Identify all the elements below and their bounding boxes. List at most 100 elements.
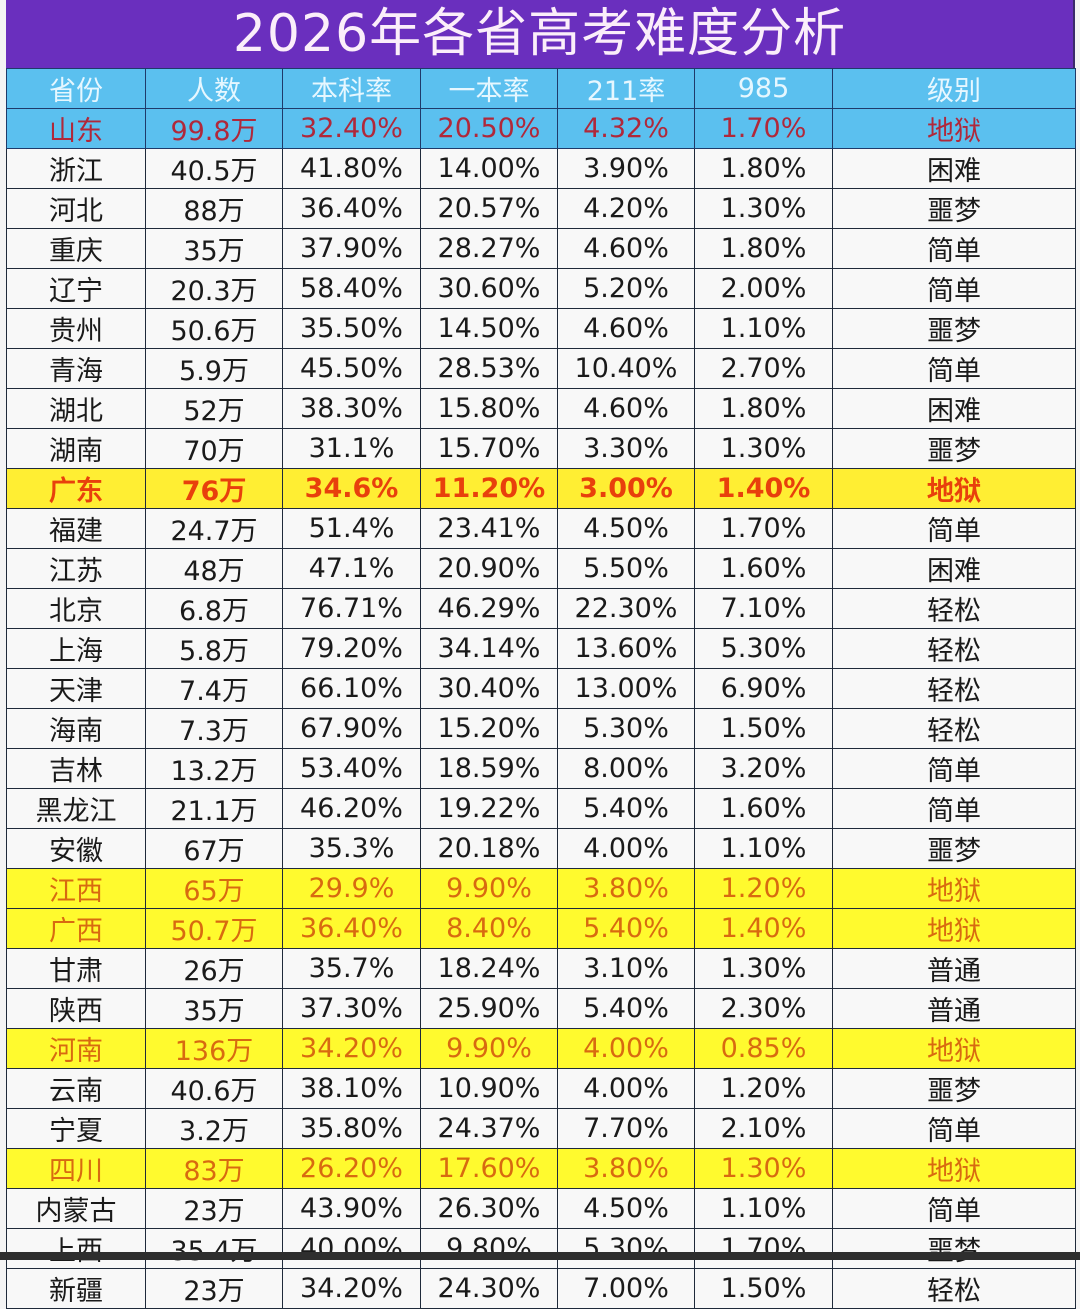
cell-undergrad-rate[interactable]: 29.9% xyxy=(282,868,421,909)
cell-985-rate[interactable]: 1.30% xyxy=(694,1148,833,1189)
cell-985-rate[interactable]: 1.60% xyxy=(694,788,833,829)
cell-211-rate[interactable]: 5.20% xyxy=(557,268,695,309)
cell-level[interactable]: 地狱 xyxy=(832,1028,1076,1069)
cell-tier1-rate[interactable]: 26.30% xyxy=(420,1188,558,1229)
cell-province[interactable]: 贵州 xyxy=(6,308,146,349)
cell-211-rate[interactable]: 8.00% xyxy=(557,748,695,789)
cell-province[interactable]: 内蒙古 xyxy=(6,1188,146,1229)
cell-985-rate[interactable]: 1.80% xyxy=(694,388,833,429)
cell-985-rate[interactable]: 1.30% xyxy=(694,948,833,989)
cell-undergrad-rate[interactable]: 34.6% xyxy=(282,468,421,509)
cell-985-rate[interactable]: 1.10% xyxy=(694,308,833,349)
cell-count[interactable]: 136万 xyxy=(145,1028,283,1069)
cell-level[interactable]: 困难 xyxy=(832,388,1076,429)
cell-province[interactable]: 湖北 xyxy=(6,388,146,429)
cell-undergrad-rate[interactable]: 35.80% xyxy=(282,1108,421,1149)
cell-level[interactable]: 轻松 xyxy=(832,668,1076,709)
cell-count[interactable]: 35万 xyxy=(145,228,283,269)
cell-level[interactable]: 简单 xyxy=(832,348,1076,389)
cell-undergrad-rate[interactable]: 79.20% xyxy=(282,628,421,669)
cell-province[interactable]: 吉林 xyxy=(6,748,146,789)
cell-tier1-rate[interactable]: 46.29% xyxy=(420,588,558,629)
cell-province[interactable]: 广西 xyxy=(6,908,146,949)
cell-province[interactable]: 甘肃 xyxy=(6,948,146,989)
cell-province[interactable]: 重庆 xyxy=(6,228,146,269)
cell-province[interactable]: 海南 xyxy=(6,708,146,749)
cell-province[interactable]: 四川 xyxy=(6,1148,146,1189)
cell-level[interactable]: 噩梦 xyxy=(832,308,1076,349)
cell-undergrad-rate[interactable]: 45.50% xyxy=(282,348,421,389)
cell-count[interactable]: 23万 xyxy=(145,1188,283,1229)
cell-level[interactable]: 地狱 xyxy=(832,108,1076,149)
cell-211-rate[interactable]: 5.40% xyxy=(557,988,695,1029)
cell-tier1-rate[interactable]: 28.53% xyxy=(420,348,558,389)
cell-tier1-rate[interactable]: 15.80% xyxy=(420,388,558,429)
cell-985-rate[interactable]: 2.00% xyxy=(694,268,833,309)
cell-count[interactable]: 50.7万 xyxy=(145,908,283,949)
cell-tier1-rate[interactable]: 9.90% xyxy=(420,1028,558,1069)
cell-undergrad-rate[interactable]: 26.20% xyxy=(282,1148,421,1189)
cell-level[interactable]: 简单 xyxy=(832,1108,1076,1149)
cell-count[interactable]: 13.2万 xyxy=(145,748,283,789)
cell-undergrad-rate[interactable]: 35.50% xyxy=(282,308,421,349)
cell-undergrad-rate[interactable]: 67.90% xyxy=(282,708,421,749)
cell-undergrad-rate[interactable]: 35.7% xyxy=(282,948,421,989)
cell-tier1-rate[interactable]: 28.27% xyxy=(420,228,558,269)
cell-level[interactable]: 困难 xyxy=(832,148,1076,189)
cell-undergrad-rate[interactable]: 46.20% xyxy=(282,788,421,829)
cell-level[interactable]: 普通 xyxy=(832,988,1076,1029)
cell-tier1-rate[interactable]: 20.50% xyxy=(420,108,558,149)
cell-province[interactable]: 福建 xyxy=(6,508,146,549)
cell-level[interactable]: 简单 xyxy=(832,228,1076,269)
cell-211-rate[interactable]: 4.60% xyxy=(557,228,695,269)
cell-undergrad-rate[interactable]: 58.40% xyxy=(282,268,421,309)
cell-tier1-rate[interactable]: 30.60% xyxy=(420,268,558,309)
cell-level[interactable]: 轻松 xyxy=(832,628,1076,669)
cell-province[interactable]: 宁夏 xyxy=(6,1108,146,1149)
cell-985-rate[interactable]: 1.80% xyxy=(694,148,833,189)
cell-province[interactable]: 上西 xyxy=(6,1228,146,1269)
cell-undergrad-rate[interactable]: 37.90% xyxy=(282,228,421,269)
cell-province[interactable]: 浙江 xyxy=(6,148,146,189)
cell-211-rate[interactable]: 4.00% xyxy=(557,828,695,869)
cell-level[interactable]: 噩梦 xyxy=(832,828,1076,869)
cell-985-rate[interactable]: 1.30% xyxy=(694,188,833,229)
cell-count[interactable]: 48万 xyxy=(145,548,283,589)
cell-985-rate[interactable]: 1.50% xyxy=(694,1268,833,1309)
cell-tier1-rate[interactable]: 10.90% xyxy=(420,1068,558,1109)
cell-tier1-rate[interactable]: 17.60% xyxy=(420,1148,558,1189)
cell-undergrad-rate[interactable]: 36.40% xyxy=(282,908,421,949)
cell-211-rate[interactable]: 5.50% xyxy=(557,548,695,589)
cell-211-rate[interactable]: 13.60% xyxy=(557,628,695,669)
cell-count[interactable]: 40.6万 xyxy=(145,1068,283,1109)
cell-tier1-rate[interactable]: 14.00% xyxy=(420,148,558,189)
cell-tier1-rate[interactable]: 25.90% xyxy=(420,988,558,1029)
cell-211-rate[interactable]: 5.40% xyxy=(557,788,695,829)
cell-count[interactable]: 5.8万 xyxy=(145,628,283,669)
cell-count[interactable]: 65万 xyxy=(145,868,283,909)
cell-level[interactable]: 噩梦 xyxy=(832,188,1076,229)
cell-undergrad-rate[interactable]: 37.30% xyxy=(282,988,421,1029)
cell-undergrad-rate[interactable]: 31.1% xyxy=(282,428,421,469)
cell-211-rate[interactable]: 5.30% xyxy=(557,1228,695,1269)
cell-province[interactable]: 河南 xyxy=(6,1028,146,1069)
cell-undergrad-rate[interactable]: 47.1% xyxy=(282,548,421,589)
cell-211-rate[interactable]: 3.30% xyxy=(557,428,695,469)
cell-level[interactable]: 地狱 xyxy=(832,868,1076,909)
cell-level[interactable]: 噩梦 xyxy=(832,428,1076,469)
cell-level[interactable]: 简单 xyxy=(832,748,1076,789)
cell-undergrad-rate[interactable]: 76.71% xyxy=(282,588,421,629)
cell-985-rate[interactable]: 1.20% xyxy=(694,1068,833,1109)
cell-province[interactable]: 广东 xyxy=(6,468,146,509)
cell-level[interactable]: 噩梦 xyxy=(832,1228,1076,1269)
cell-province[interactable]: 陕西 xyxy=(6,988,146,1029)
cell-985-rate[interactable]: 2.10% xyxy=(694,1108,833,1149)
cell-undergrad-rate[interactable]: 35.3% xyxy=(282,828,421,869)
cell-211-rate[interactable]: 4.50% xyxy=(557,508,695,549)
cell-211-rate[interactable]: 4.00% xyxy=(557,1068,695,1109)
cell-211-rate[interactable]: 22.30% xyxy=(557,588,695,629)
cell-tier1-rate[interactable]: 18.59% xyxy=(420,748,558,789)
cell-211-rate[interactable]: 7.00% xyxy=(557,1268,695,1309)
cell-undergrad-rate[interactable]: 40.00% xyxy=(282,1228,421,1269)
cell-tier1-rate[interactable]: 18.24% xyxy=(420,948,558,989)
